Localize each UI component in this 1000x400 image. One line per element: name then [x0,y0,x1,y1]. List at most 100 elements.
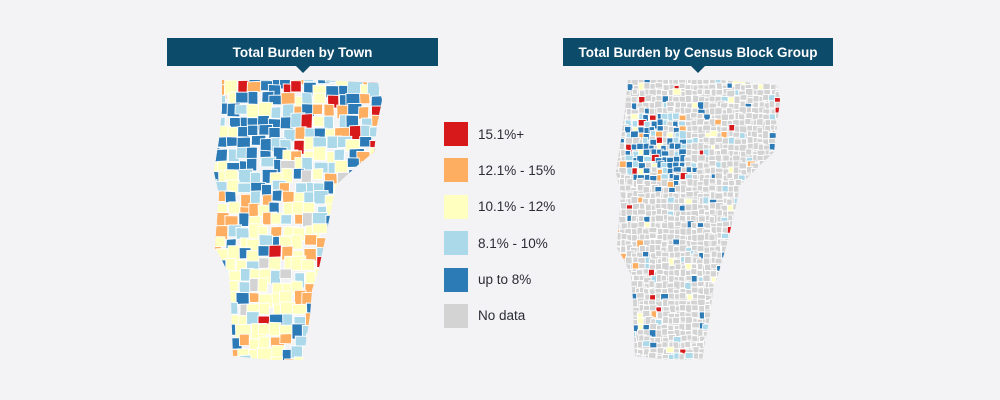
block-group-region [616,246,621,256]
block-group-region [681,72,687,78]
town-region [324,80,338,83]
block-group-region [787,360,794,368]
block-group-region [697,280,705,288]
block-group-region [764,280,774,288]
block-group-region [763,168,771,175]
town-region [369,126,382,138]
block-group-region [781,300,788,306]
block-group-region [710,359,719,360]
block-group-region [636,340,644,349]
block-group-region [722,359,732,360]
block-group-region [781,138,787,146]
block-group-region [662,80,670,85]
town-region [294,335,309,347]
block-group-region [781,228,788,236]
block-group-region [620,275,630,283]
block-group-region [625,293,634,301]
block-group-region [693,367,700,374]
block-group-region [690,80,698,85]
block-group-region [769,336,777,345]
block-group-region [721,282,730,292]
town-region [369,215,382,230]
block-group-region [608,145,615,150]
block-group-region [608,113,613,120]
block-group-region [721,342,728,349]
town-region [334,321,346,334]
town-region [247,90,259,106]
block-group-region [661,240,668,248]
block-group-region [783,197,791,204]
town-region [344,300,358,317]
block-group-region [744,270,754,280]
town-region [280,92,296,106]
block-group-region [746,251,755,259]
block-group-region [620,245,627,254]
block-group-region [782,204,789,211]
block-group-region [697,154,707,162]
block-group-region [747,365,753,372]
block-group-region [781,133,787,140]
block-group-region [775,324,780,333]
block-group-region [674,361,679,367]
block-group-region [616,317,617,327]
legend-label: 12.1% - 15% [478,162,556,178]
block-group-region [739,256,750,265]
block-group-region [616,112,624,119]
block-group-region [746,180,754,188]
block-group-region [678,197,686,204]
block-group-region [721,251,731,261]
town-region [378,201,382,214]
town-region [378,233,382,249]
block-group-region [775,130,780,138]
town-region [359,205,376,218]
town-region [323,269,335,281]
block-group-region [751,250,762,258]
block-group-region [762,130,769,140]
block-group-region [769,256,776,265]
block-group-region [624,311,633,322]
block-group-region [727,335,737,344]
block-group-region [732,203,739,211]
town-region [247,124,259,136]
town-region [214,236,226,247]
block-group-region [727,96,735,104]
block-group-region [750,190,758,201]
block-group-region [774,347,780,357]
block-group-region [649,130,657,137]
block-group-region [708,286,717,296]
block-group-region [734,366,742,371]
block-group-region [709,330,718,338]
block-group-region [750,239,760,249]
town-region [284,358,300,360]
block-group-region [607,348,613,356]
town-region [301,357,315,360]
town-region [214,114,217,128]
town-region [291,303,308,315]
legend-swatch-no-data [444,303,468,328]
town-region [290,345,303,359]
town-region [313,92,326,105]
block-group-region [733,352,741,360]
block-group-region [746,186,754,195]
block-group-region [767,293,777,303]
block-group-region [775,148,780,156]
block-group-region [740,180,749,190]
block-group-region [751,348,758,358]
block-group-region [618,160,627,169]
block-group-region [616,274,622,282]
legend-swatch-8-10 [444,231,468,256]
town-region [235,291,250,305]
town-region [215,359,227,360]
block-group-region [783,311,788,318]
block-group-region [751,173,759,182]
block-group-region [788,172,795,180]
block-group-region [789,226,797,233]
block-group-region [728,232,736,242]
town-region [312,146,327,161]
block-group-region [647,352,657,360]
block-group-region [762,210,773,218]
block-group-region [728,341,737,350]
block-group-region [751,298,759,306]
block-group-region [645,72,653,79]
town-region [306,333,319,344]
